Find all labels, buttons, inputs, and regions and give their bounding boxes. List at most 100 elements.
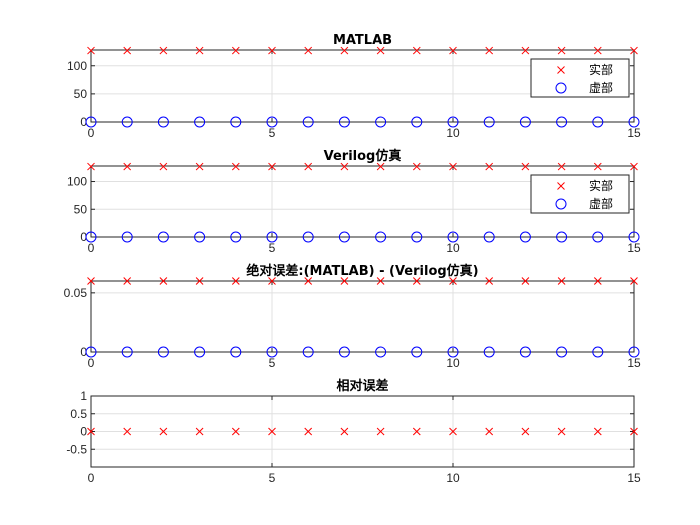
data-point-x-marker <box>593 162 602 171</box>
data-point-o-marker <box>230 346 242 358</box>
data-point-o-marker <box>447 116 459 128</box>
data-point-x-marker <box>485 46 494 55</box>
data-point-x-marker <box>376 277 385 285</box>
legend-entry-label: 实部 <box>589 62 613 77</box>
data-point-x-marker <box>304 46 313 55</box>
y-tick-label: 1 <box>80 389 87 403</box>
data-point-o-marker <box>411 231 423 243</box>
data-point-x-marker <box>123 46 132 55</box>
data-point-o-marker <box>302 231 314 243</box>
data-point-o-marker <box>483 116 495 128</box>
data-point-x-marker <box>231 277 240 285</box>
x-tick-label: 15 <box>627 356 641 370</box>
data-point-x-marker <box>87 46 95 55</box>
data-point-o-marker <box>628 116 640 128</box>
y-tick-label: 100 <box>67 59 87 73</box>
x-tick-label: 10 <box>446 471 460 485</box>
data-point-x-marker <box>521 46 530 55</box>
legend-o-marker <box>555 82 567 94</box>
data-point-o-marker <box>85 116 97 128</box>
legend-box <box>530 58 630 98</box>
data-point-x-marker <box>304 162 313 171</box>
x-tick-label: 0 <box>88 356 95 370</box>
data-point-x-marker <box>231 427 240 436</box>
data-point-x-marker <box>159 162 168 171</box>
data-point-x-marker <box>412 427 421 436</box>
data-point-x-marker <box>521 277 530 285</box>
y-tick-label: -0.5 <box>66 442 87 456</box>
data-point-x-marker <box>521 162 530 171</box>
data-point-x-marker <box>87 277 95 285</box>
subplot-title: MATLAB <box>333 33 392 48</box>
data-point-x-marker <box>593 277 602 285</box>
data-point-o-marker <box>411 116 423 128</box>
axes-box <box>90 165 635 238</box>
data-point-o-marker <box>483 346 495 358</box>
data-point-o-marker <box>302 116 314 128</box>
data-point-x-marker <box>123 162 132 171</box>
data-point-x-marker <box>340 162 349 171</box>
data-point-x-marker <box>557 162 566 171</box>
data-point-x-marker <box>412 46 421 55</box>
data-point-o-marker <box>157 231 169 243</box>
data-point-o-marker <box>556 231 568 243</box>
data-point-o-marker <box>194 346 206 358</box>
data-point-o-marker <box>375 346 387 358</box>
data-point-o-marker <box>85 346 97 358</box>
data-point-x-marker <box>123 427 132 436</box>
data-point-o-marker <box>592 231 604 243</box>
legend-x-marker <box>557 182 565 190</box>
data-point-o-marker <box>266 231 278 243</box>
data-point-x-marker <box>412 162 421 171</box>
data-point-o-marker <box>447 231 459 243</box>
y-tick-label: 0.05 <box>64 286 88 300</box>
axes-box <box>90 49 635 123</box>
data-point-x-marker <box>485 427 494 436</box>
data-point-x-marker <box>376 427 385 436</box>
x-tick-label: 5 <box>269 241 276 255</box>
x-tick-label: 15 <box>627 126 641 140</box>
legend-o-marker <box>555 198 567 210</box>
data-point-o-marker <box>230 116 242 128</box>
data-point-o-marker <box>556 346 568 358</box>
data-point-x-marker <box>159 277 168 285</box>
data-point-x-marker <box>449 46 457 55</box>
data-point-x-marker <box>195 427 204 436</box>
y-tick-label: 50 <box>74 87 88 101</box>
data-point-o-marker <box>121 116 133 128</box>
y-tick-label: 0 <box>80 230 87 244</box>
subplot-title: 绝对误差:(MATLAB) - (Verilog仿真) <box>246 263 478 279</box>
y-tick-label: 100 <box>67 175 87 189</box>
x-tick-label: 0 <box>88 241 95 255</box>
data-point-o-marker <box>121 231 133 243</box>
data-point-o-marker <box>266 116 278 128</box>
x-tick-label: 0 <box>88 471 95 485</box>
data-point-o-marker <box>375 116 387 128</box>
data-point-x-marker <box>268 427 276 436</box>
legend-entry-label: 虚部 <box>589 196 613 211</box>
x-tick-label: 15 <box>627 471 641 485</box>
data-point-x-marker <box>557 46 566 55</box>
data-point-x-marker <box>340 427 349 436</box>
data-point-o-marker <box>592 346 604 358</box>
subplot-4: 0 5 10 15 -0.5 0 0.5 1 相对误差 <box>66 378 641 485</box>
legend-entry-label: 实部 <box>589 178 613 193</box>
data-point-o-marker <box>375 231 387 243</box>
data-point-o-marker <box>628 346 640 358</box>
data-point-o-marker <box>592 116 604 128</box>
data-point-x-marker <box>340 46 349 55</box>
data-point-x-marker <box>304 427 313 436</box>
data-point-o-marker <box>302 346 314 358</box>
data-point-x-marker <box>195 277 204 285</box>
subplot-3: 0 5 10 15 0 0.05 绝对误差:(MATLAB) - (Verilog仿真) <box>64 263 641 370</box>
data-point-x-marker <box>376 162 385 171</box>
data-point-x-marker <box>123 277 132 285</box>
y-tick-label: 50 <box>74 202 88 216</box>
y-tick-label: 0 <box>80 425 87 439</box>
data-point-x-marker <box>630 162 638 171</box>
data-point-o-marker <box>194 231 206 243</box>
subplot-title: 相对误差 <box>336 378 388 394</box>
